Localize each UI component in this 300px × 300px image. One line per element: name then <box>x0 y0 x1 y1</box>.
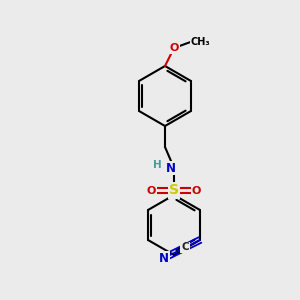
Text: O: O <box>147 185 156 196</box>
Text: N: N <box>159 251 169 265</box>
Text: CH₃: CH₃ <box>190 37 210 47</box>
Text: N: N <box>166 161 176 175</box>
Text: H: H <box>153 160 162 170</box>
Text: C: C <box>181 242 189 253</box>
Text: O: O <box>169 43 179 53</box>
Text: S: S <box>169 184 179 197</box>
Text: O: O <box>192 185 201 196</box>
